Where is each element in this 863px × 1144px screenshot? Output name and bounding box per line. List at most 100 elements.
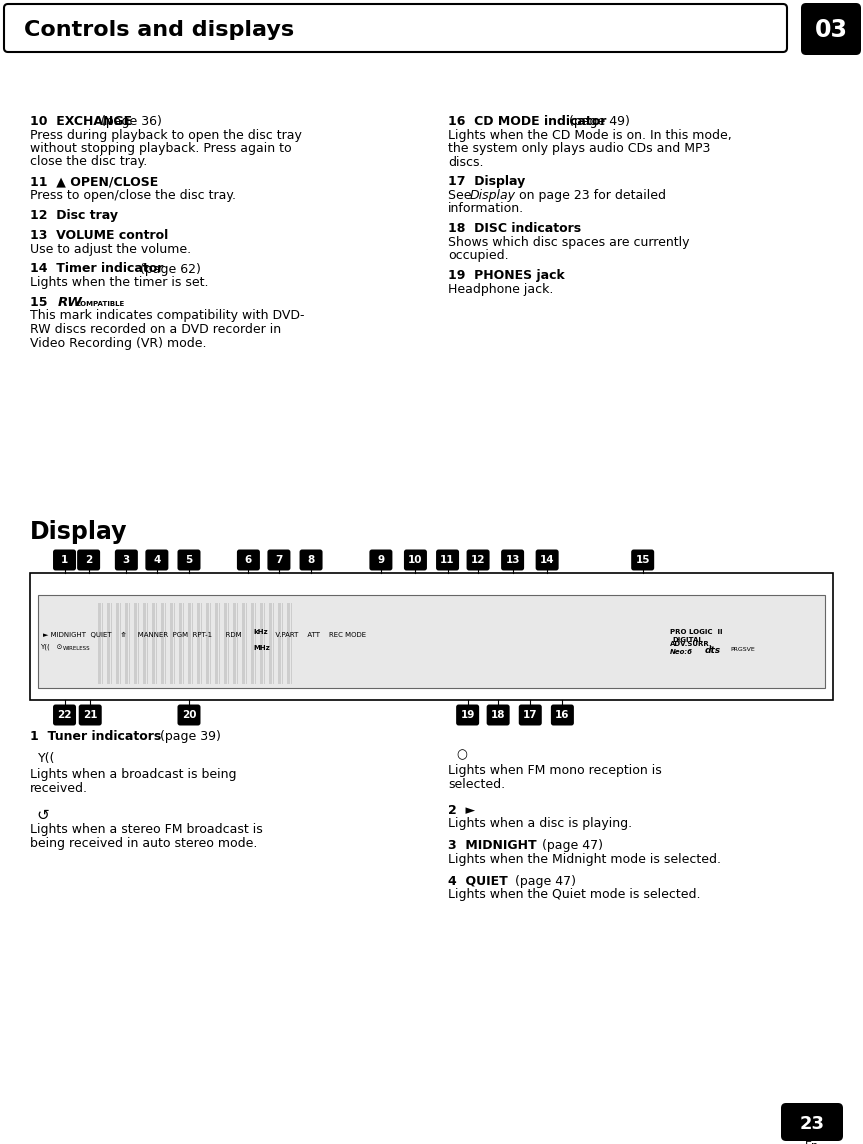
Bar (215, 603, 216, 684)
Bar (116, 603, 117, 684)
FancyBboxPatch shape (299, 549, 323, 571)
Text: PRGSVE: PRGSVE (730, 648, 755, 652)
Text: Display: Display (470, 189, 516, 202)
Text: Lights when the timer is set.: Lights when the timer is set. (30, 276, 209, 289)
Text: 14: 14 (540, 555, 554, 565)
Bar (110, 603, 111, 684)
Bar (179, 603, 180, 684)
Text: discs.: discs. (448, 156, 483, 168)
Text: ADV.SURR.: ADV.SURR. (670, 642, 713, 648)
Bar (170, 603, 171, 684)
FancyBboxPatch shape (268, 549, 291, 571)
Text: ↺: ↺ (36, 808, 48, 823)
Text: ► MIDNIGHT  QUIET    ⤊     MANNER  PGM  RPT-1      RDM               V.PART    A: ► MIDNIGHT QUIET ⤊ MANNER PGM RPT-1 RDM … (43, 631, 366, 637)
FancyBboxPatch shape (237, 549, 260, 571)
FancyBboxPatch shape (801, 3, 861, 55)
Text: Lights when FM mono reception is: Lights when FM mono reception is (448, 764, 662, 777)
Bar (134, 603, 135, 684)
Text: Lights when the Midnight mode is selected.: Lights when the Midnight mode is selecte… (448, 852, 721, 866)
FancyBboxPatch shape (115, 549, 138, 571)
Bar (208, 603, 210, 684)
Text: Neo:6: Neo:6 (670, 650, 693, 656)
Text: received.: received. (30, 781, 88, 794)
Text: 11: 11 (440, 555, 455, 565)
Text: 17: 17 (523, 710, 538, 720)
FancyBboxPatch shape (781, 1103, 843, 1141)
Bar (261, 603, 262, 684)
Text: 12  Disc tray: 12 Disc tray (30, 209, 118, 222)
FancyBboxPatch shape (145, 549, 168, 571)
Bar (262, 603, 263, 684)
Text: 10: 10 (408, 555, 423, 565)
Bar (254, 603, 255, 684)
Bar (120, 603, 121, 684)
FancyBboxPatch shape (631, 549, 654, 571)
Bar (154, 603, 155, 684)
Bar (173, 603, 174, 684)
Text: 18  DISC indicators: 18 DISC indicators (448, 222, 581, 236)
Text: dts: dts (705, 646, 721, 656)
Text: Y((: Y(( (38, 752, 55, 765)
FancyBboxPatch shape (178, 549, 200, 571)
FancyBboxPatch shape (178, 705, 200, 725)
Text: Lights when a broadcast is being: Lights when a broadcast is being (30, 768, 236, 781)
Bar (183, 603, 184, 684)
Text: information.: information. (448, 202, 524, 215)
Bar (125, 603, 126, 684)
Text: 03: 03 (815, 18, 847, 42)
Bar (107, 603, 108, 684)
Text: occupied.: occupied. (448, 249, 508, 262)
Bar (207, 603, 208, 684)
Text: 19  PHONES jack: 19 PHONES jack (448, 270, 564, 283)
Bar (152, 603, 153, 684)
Bar (260, 603, 261, 684)
Text: 5: 5 (186, 555, 192, 565)
Text: Video Recording (VR) mode.: Video Recording (VR) mode. (30, 336, 206, 350)
Bar (30, 573, 833, 700)
Bar (144, 603, 145, 684)
Bar (188, 603, 189, 684)
Text: 12: 12 (471, 555, 485, 565)
Text: See: See (448, 189, 476, 202)
Bar (108, 603, 109, 684)
Text: without stopping playback. Press again to: without stopping playback. Press again t… (30, 142, 292, 154)
Text: 4: 4 (154, 555, 161, 565)
Text: 1  Tuner indicators: 1 Tuner indicators (30, 730, 161, 742)
Bar (165, 603, 166, 684)
Bar (244, 603, 245, 684)
Bar (252, 603, 253, 684)
Bar (171, 603, 172, 684)
Text: 20: 20 (182, 710, 196, 720)
Text: 7: 7 (275, 555, 282, 565)
Text: 2  ►: 2 ► (448, 803, 476, 817)
Bar (145, 603, 147, 684)
Bar (191, 603, 192, 684)
Bar (273, 603, 274, 684)
Text: 13: 13 (506, 555, 520, 565)
Text: (page 62): (page 62) (136, 262, 201, 276)
Text: MHz: MHz (253, 645, 270, 651)
Text: 1: 1 (61, 555, 68, 565)
Bar (269, 603, 270, 684)
FancyBboxPatch shape (79, 705, 102, 725)
Text: 8: 8 (307, 555, 315, 565)
FancyBboxPatch shape (519, 705, 542, 725)
FancyBboxPatch shape (53, 549, 76, 571)
Text: kHz: kHz (253, 629, 268, 636)
Text: 21: 21 (83, 710, 98, 720)
FancyBboxPatch shape (467, 549, 489, 571)
Bar (218, 603, 219, 684)
Bar (271, 603, 273, 684)
Bar (280, 603, 281, 684)
Text: 3: 3 (123, 555, 130, 565)
Text: 2: 2 (85, 555, 92, 565)
Text: Headphone jack.: Headphone jack. (448, 283, 553, 296)
Text: RW: RW (58, 296, 83, 309)
Text: PRO LOGIC  II: PRO LOGIC II (670, 628, 722, 635)
Text: (page 47): (page 47) (538, 839, 603, 852)
Text: WIRELESS: WIRELESS (63, 646, 91, 651)
Text: RW discs recorded on a DVD recorder in: RW discs recorded on a DVD recorder in (30, 323, 281, 336)
Text: 6: 6 (245, 555, 252, 565)
Text: Lights when a stereo FM broadcast is: Lights when a stereo FM broadcast is (30, 824, 262, 836)
Bar (137, 603, 138, 684)
